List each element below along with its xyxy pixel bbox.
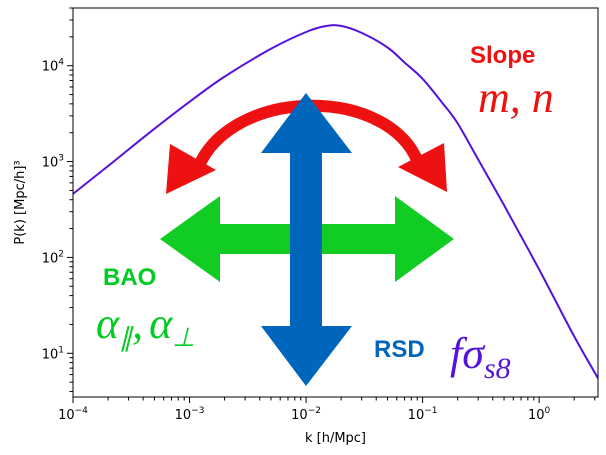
y-tick-label: 103: [42, 154, 64, 171]
y-axis-label: P(k) [Mpc/h]³: [13, 160, 28, 244]
y-tick-label: 104: [42, 58, 65, 75]
curved-arrow-head-right: [398, 143, 447, 192]
y-tick-label: 101: [42, 345, 64, 362]
annotations-group: Slope m, n BAO α∥, α⊥ RSD fσs8: [96, 42, 554, 385]
x-tick-label: 10−2: [291, 406, 321, 423]
bao-alpha-par: α: [96, 299, 120, 348]
rsd-params: fσs8: [450, 329, 511, 385]
arrows-group: [160, 93, 454, 386]
vertical-arrow: [261, 93, 352, 386]
x-tick-label: 10−4: [58, 406, 88, 423]
plot-content: [72, 24, 599, 379]
x-tick-label: 100: [528, 406, 551, 423]
curved-arrow-head-left: [166, 144, 216, 194]
bao-params: α∥, α⊥: [96, 299, 195, 352]
bao-sub-par: ∥: [119, 323, 134, 352]
bao-sub-perp: ⊥: [172, 323, 195, 352]
rsd-f-sigma: fσ: [450, 329, 486, 378]
rsd-sub: s8: [484, 352, 511, 385]
axes-frame: [72, 7, 599, 398]
slope-params: m, n: [478, 73, 554, 122]
bao-comma: ,: [132, 299, 143, 348]
axes-group: 10−4 10−3 10−2 10−1 100 101 102 103 104 k [h/Mpc]…: [13, 7, 599, 446]
rsd-label: RSD: [374, 336, 425, 363]
bao-alpha-perp: α: [149, 299, 173, 348]
y-tick-label: 102: [42, 249, 64, 266]
x-axis-label: k [h/Mpc]: [305, 431, 366, 446]
series-line-0: [72, 24, 599, 379]
bao-label: BAO: [103, 264, 156, 291]
slope-label: Slope: [470, 42, 535, 69]
x-tick-label: 10−1: [408, 406, 438, 423]
x-tick-label: 10−3: [175, 406, 205, 423]
